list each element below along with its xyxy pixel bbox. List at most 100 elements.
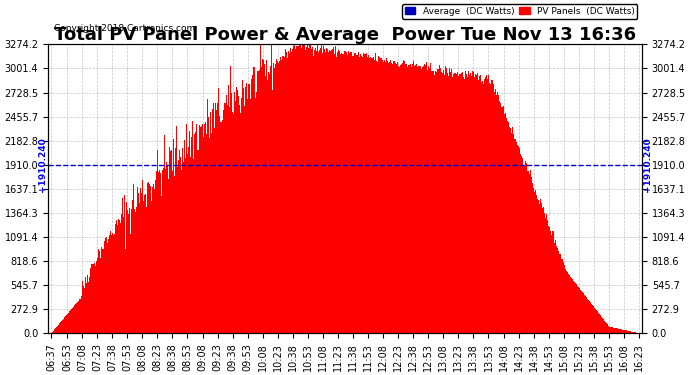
Bar [225, 103, 226, 333]
Bar [459, 74, 460, 333]
Bar [75, 304, 76, 333]
Bar [245, 87, 246, 333]
Bar [257, 71, 258, 333]
Bar [259, 70, 260, 333]
Bar [495, 89, 496, 333]
Bar [401, 64, 402, 333]
Bar [155, 180, 156, 333]
Bar [504, 114, 505, 333]
Bar [66, 314, 68, 333]
Bar [461, 73, 462, 333]
Bar [217, 104, 218, 333]
Bar [490, 84, 491, 333]
Bar [499, 101, 500, 333]
Bar [417, 66, 419, 333]
Bar [188, 147, 189, 333]
Bar [299, 44, 300, 333]
Bar [519, 148, 520, 333]
Bar [614, 328, 615, 333]
Bar [119, 220, 120, 333]
Bar [452, 77, 453, 333]
Bar [97, 258, 98, 333]
Bar [291, 51, 293, 333]
Bar [427, 70, 428, 333]
Bar [533, 188, 534, 333]
Bar [263, 60, 264, 333]
Bar [570, 277, 571, 333]
Bar [607, 324, 609, 333]
Bar [246, 83, 247, 333]
Bar [130, 234, 131, 333]
Bar [216, 110, 217, 333]
Bar [54, 330, 55, 333]
Bar [581, 291, 582, 333]
Bar [497, 92, 498, 333]
Bar [241, 98, 242, 333]
Bar [536, 195, 537, 333]
Bar [433, 70, 434, 333]
Bar [275, 64, 276, 333]
Bar [286, 52, 287, 333]
Bar [580, 290, 581, 333]
Bar [199, 125, 200, 333]
Bar [600, 315, 602, 333]
Bar [79, 300, 81, 333]
Bar [189, 131, 190, 333]
Bar [172, 171, 173, 333]
Bar [264, 64, 265, 333]
Bar [622, 330, 624, 333]
Bar [532, 183, 533, 333]
Bar [182, 148, 183, 333]
Bar [350, 52, 351, 333]
Bar [187, 154, 188, 333]
Bar [445, 66, 446, 333]
Bar [355, 55, 357, 333]
Bar [549, 226, 550, 333]
Bar [547, 220, 548, 333]
Bar [210, 112, 211, 333]
Bar [254, 67, 255, 333]
Bar [551, 235, 552, 333]
Bar [152, 187, 153, 333]
Bar [156, 171, 157, 333]
Bar [406, 67, 408, 333]
Text: +1910.240: +1910.240 [39, 137, 48, 192]
Bar [219, 116, 220, 333]
Bar [168, 179, 169, 333]
Bar [55, 327, 57, 333]
Bar [190, 157, 191, 333]
Bar [633, 332, 635, 333]
Bar [232, 112, 233, 333]
Bar [213, 103, 214, 333]
Bar [193, 159, 194, 333]
Bar [101, 249, 103, 333]
Bar [85, 277, 86, 333]
Bar [242, 80, 243, 333]
Bar [470, 73, 471, 333]
Bar [576, 284, 578, 333]
Bar [560, 254, 561, 333]
Bar [166, 162, 167, 333]
Bar [268, 72, 269, 333]
Bar [546, 214, 547, 333]
Bar [147, 183, 148, 333]
Bar [52, 331, 54, 333]
Bar [482, 81, 483, 333]
Bar [227, 105, 228, 333]
Bar [220, 122, 221, 333]
Bar [203, 137, 204, 333]
Bar [509, 127, 510, 333]
Bar [154, 189, 155, 333]
Bar [436, 72, 437, 333]
Bar [205, 122, 206, 333]
Bar [627, 331, 629, 333]
Bar [117, 225, 118, 333]
Bar [565, 269, 566, 333]
Bar [453, 74, 454, 333]
Bar [170, 151, 171, 333]
Bar [578, 287, 580, 333]
Text: Copyright 2018 Cartronics.com: Copyright 2018 Cartronics.com [54, 24, 195, 33]
Bar [267, 80, 268, 333]
Bar [302, 44, 304, 333]
Bar [206, 134, 207, 333]
